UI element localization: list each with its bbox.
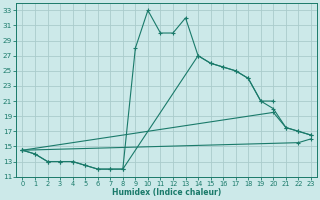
X-axis label: Humidex (Indice chaleur): Humidex (Indice chaleur): [112, 188, 221, 197]
